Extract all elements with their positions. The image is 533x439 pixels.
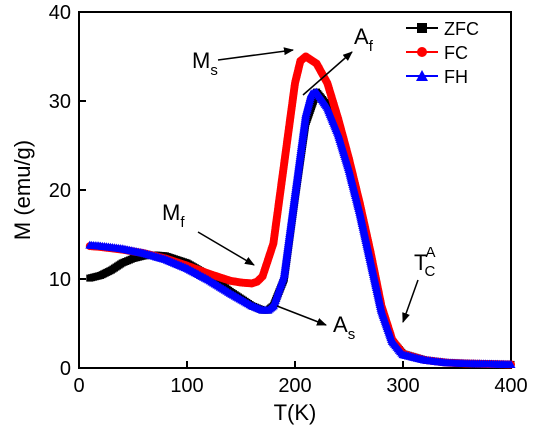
annotation-mf: Mf bbox=[162, 200, 255, 266]
annotation-ms-label: Ms bbox=[192, 48, 218, 79]
legend-marker-fh bbox=[416, 70, 428, 81]
annotation-af-label: Af bbox=[354, 24, 374, 55]
legend-label-zfc: ZFC bbox=[444, 19, 479, 39]
x-tick-label: 400 bbox=[494, 375, 527, 397]
annotation-af-arrow bbox=[302, 51, 353, 96]
annotation-ms: Ms bbox=[192, 47, 294, 79]
y-axis-title: M (emu/g) bbox=[10, 140, 35, 240]
x-tick-label: 0 bbox=[73, 375, 84, 397]
data-point-fh bbox=[506, 359, 516, 368]
annotation-ms-arrow bbox=[217, 47, 294, 61]
y-tick-label: 30 bbox=[49, 91, 71, 113]
annotation-tc-label: TA C bbox=[414, 244, 435, 280]
legend-marker-zfc bbox=[417, 23, 427, 33]
series-fc bbox=[85, 52, 515, 369]
y-tick-label: 10 bbox=[49, 269, 71, 291]
x-tick-label: 300 bbox=[386, 375, 419, 397]
y-tick-label: 20 bbox=[49, 180, 71, 202]
annotation-as: As bbox=[276, 305, 355, 343]
annotation-tc: TA C bbox=[402, 244, 435, 323]
annotation-mf-label: Mf bbox=[162, 200, 185, 231]
annotation-tc-arrow bbox=[402, 279, 419, 323]
y-tick-label: 40 bbox=[49, 2, 71, 24]
legend-label-fc: FC bbox=[444, 43, 468, 63]
x-tick-label: 100 bbox=[170, 375, 203, 397]
annotation-as-arrow bbox=[276, 305, 327, 326]
annotation-mf-arrow bbox=[197, 231, 255, 266]
legend: ZFC FC FH bbox=[406, 19, 479, 87]
annotation-af: Af bbox=[302, 24, 374, 96]
legend-label-fh: FH bbox=[444, 67, 468, 87]
series-fh bbox=[85, 87, 516, 368]
ticks-layer: 0 100 200 300 400 0 10 20 30 40 bbox=[49, 2, 528, 397]
x-axis-title: T(K) bbox=[274, 400, 317, 425]
series-layer bbox=[85, 52, 516, 369]
x-tick-label: 200 bbox=[278, 375, 311, 397]
legend-marker-fc bbox=[417, 47, 427, 57]
annotation-as-label: As bbox=[333, 312, 355, 343]
y-tick-label: 0 bbox=[60, 358, 71, 380]
